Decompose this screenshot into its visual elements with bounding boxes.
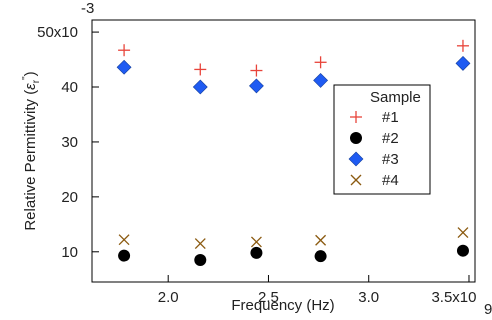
series-points (116, 55, 471, 95)
x-axis: 2.0 2.5 3.0 3.5x10 (158, 275, 477, 306)
y-axis-title: Relative Permittivity (εr") (21, 71, 42, 230)
series-points (118, 227, 469, 250)
data-point (118, 44, 131, 57)
data-point (249, 78, 264, 94)
y-tick-label: 50x10 (37, 24, 78, 41)
series-points (118, 39, 469, 77)
legend-marker (350, 174, 362, 186)
legend-marker (350, 111, 362, 123)
legend-marker (350, 132, 362, 144)
data-point (456, 39, 469, 52)
legend-items: #1 #2 #3 #4 (348, 109, 399, 189)
x-axis-exponent: 9 (484, 301, 492, 318)
y-axis-title-text: Relative Permittivity ( (22, 90, 39, 231)
data-point (457, 227, 469, 239)
y-tick-label: 10 (61, 244, 78, 261)
y-axis-title-sup: " (21, 76, 32, 80)
legend-label: #3 (382, 151, 399, 168)
plot-frame (91, 19, 476, 283)
data-point (314, 250, 327, 263)
legend-title: Sample (370, 89, 421, 106)
data-point (194, 254, 207, 267)
data-point (313, 72, 329, 88)
y-tick-label: 30 (61, 134, 78, 151)
data-point (315, 234, 327, 246)
x-axis-title: Frequency (Hz) (231, 297, 334, 314)
data-point (118, 249, 131, 262)
y-axis-exponent: -3 (81, 0, 94, 17)
data-point (250, 64, 263, 77)
x-tick-label: 2.5 (258, 289, 279, 306)
x-tick-label: 3.5x10 (431, 289, 476, 306)
data-point (194, 63, 207, 76)
y-axis-title-symbol: ε (22, 83, 39, 90)
x-tick-label: 2.0 (158, 289, 179, 306)
data-point (118, 234, 130, 246)
legend-item: #2 (350, 130, 399, 147)
data-point (194, 238, 206, 250)
legend-marker (348, 151, 364, 167)
legend: Sample #1 #2 #3 #4 (333, 84, 431, 195)
legend-label: #2 (382, 130, 399, 147)
data-point (192, 79, 208, 95)
y-axis-title-sub: r (31, 79, 42, 83)
y-axis: 10 20 30 40 50x10 (37, 24, 99, 261)
legend-item: #3 (348, 151, 399, 168)
x-tick-label: 3.0 (358, 289, 379, 306)
legend-item: #4 (350, 172, 399, 189)
data-point (314, 56, 327, 69)
data-points (116, 39, 471, 267)
data-point (116, 59, 132, 75)
legend-item: #1 (350, 109, 399, 126)
legend-box (333, 84, 431, 195)
y-tick-label: 40 (61, 79, 78, 96)
data-point (250, 246, 263, 259)
series-points (118, 244, 469, 267)
y-axis-title-close: ) (22, 71, 39, 76)
data-point (456, 244, 469, 257)
legend-label: #4 (382, 172, 399, 189)
data-point (250, 236, 262, 248)
legend-label: #1 (382, 109, 399, 126)
data-point (455, 55, 471, 71)
y-tick-label: 20 (61, 189, 78, 206)
